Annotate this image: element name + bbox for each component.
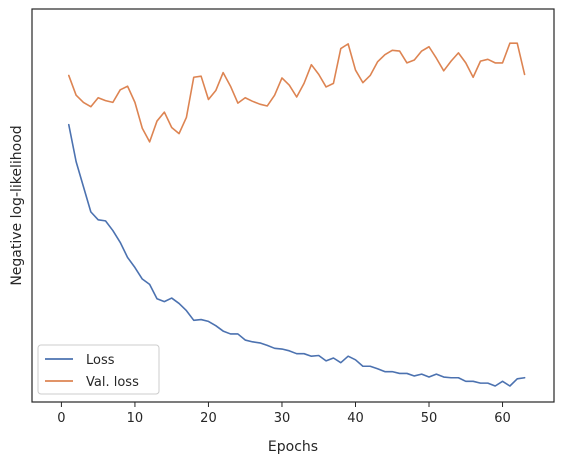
x-tick-label: 20 (200, 411, 217, 426)
x-tick-label: 30 (274, 411, 291, 426)
y-axis-label: Negative log-likelihood (9, 125, 25, 285)
plot-background (32, 9, 554, 402)
x-axis-label: Epochs (268, 439, 318, 455)
x-tick-label: 60 (494, 411, 511, 426)
series-line-val-loss (67, 42, 526, 143)
x-axis-ticks: 0 10 20 30 40 50 60 (57, 402, 511, 426)
series-line-loss (67, 123, 526, 387)
x-tick-label: 40 (347, 411, 364, 426)
legend: Loss Val. loss (37, 344, 160, 395)
x-tick-label: 10 (127, 411, 144, 426)
axes-frame (31, 8, 555, 403)
series-layer (67, 42, 526, 387)
x-tick-label: 50 (421, 411, 438, 426)
plot-area (32, 9, 554, 402)
plot-frame (31, 8, 555, 403)
legend-label-val-loss: Val. loss (86, 375, 139, 390)
legend-label-loss: Loss (86, 353, 115, 368)
x-tick-label: 0 (57, 411, 65, 426)
